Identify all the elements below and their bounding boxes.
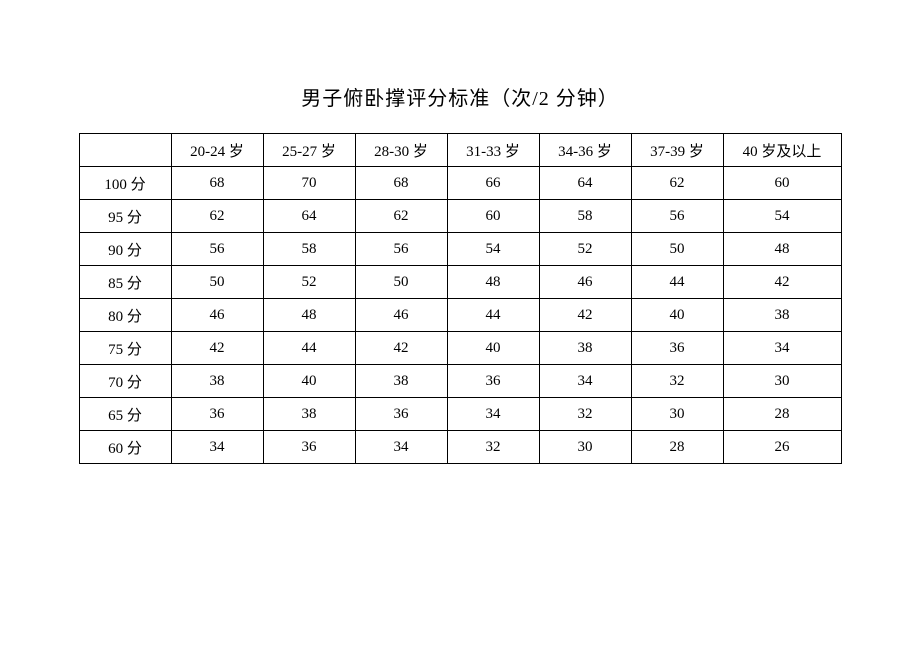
table-body: 100 分6870686664626095 分6264626058565490 … <box>79 167 841 464</box>
table-row: 70 分38403836343230 <box>79 365 841 398</box>
score-label-cell: 100 分 <box>79 167 171 200</box>
value-cell: 48 <box>263 299 355 332</box>
table-row: 100 分68706866646260 <box>79 167 841 200</box>
value-cell: 36 <box>447 365 539 398</box>
value-cell: 32 <box>631 365 723 398</box>
value-cell: 30 <box>631 398 723 431</box>
value-cell: 38 <box>723 299 841 332</box>
table-row: 95 分62646260585654 <box>79 200 841 233</box>
value-cell: 56 <box>355 233 447 266</box>
value-cell: 30 <box>539 431 631 464</box>
value-cell: 32 <box>447 431 539 464</box>
value-cell: 50 <box>171 266 263 299</box>
value-cell: 44 <box>447 299 539 332</box>
score-label-cell: 95 分 <box>79 200 171 233</box>
table-header-cell: 34-36 岁 <box>539 134 631 167</box>
table-row: 85 分50525048464442 <box>79 266 841 299</box>
value-cell: 38 <box>355 365 447 398</box>
value-cell: 58 <box>539 200 631 233</box>
value-cell: 52 <box>263 266 355 299</box>
value-cell: 38 <box>263 398 355 431</box>
value-cell: 34 <box>447 398 539 431</box>
score-label-cell: 80 分 <box>79 299 171 332</box>
value-cell: 30 <box>723 365 841 398</box>
value-cell: 52 <box>539 233 631 266</box>
value-cell: 58 <box>263 233 355 266</box>
value-cell: 62 <box>355 200 447 233</box>
scoring-table: 20-24 岁 25-27 岁 28-30 岁 31-33 岁 34-36 岁 … <box>79 133 842 464</box>
value-cell: 36 <box>355 398 447 431</box>
value-cell: 50 <box>355 266 447 299</box>
score-label-cell: 75 分 <box>79 332 171 365</box>
value-cell: 42 <box>171 332 263 365</box>
value-cell: 48 <box>723 233 841 266</box>
table-header-cell: 20-24 岁 <box>171 134 263 167</box>
table-row: 65 分36383634323028 <box>79 398 841 431</box>
value-cell: 44 <box>631 266 723 299</box>
value-cell: 56 <box>631 200 723 233</box>
value-cell: 34 <box>539 365 631 398</box>
value-cell: 54 <box>447 233 539 266</box>
value-cell: 34 <box>171 431 263 464</box>
value-cell: 60 <box>447 200 539 233</box>
value-cell: 40 <box>631 299 723 332</box>
value-cell: 36 <box>631 332 723 365</box>
value-cell: 54 <box>723 200 841 233</box>
table-header-cell: 25-27 岁 <box>263 134 355 167</box>
value-cell: 40 <box>263 365 355 398</box>
value-cell: 34 <box>355 431 447 464</box>
value-cell: 36 <box>171 398 263 431</box>
value-cell: 56 <box>171 233 263 266</box>
table-header-cell: 40 岁及以上 <box>723 134 841 167</box>
value-cell: 26 <box>723 431 841 464</box>
value-cell: 46 <box>355 299 447 332</box>
value-cell: 44 <box>263 332 355 365</box>
table-header-cell: 37-39 岁 <box>631 134 723 167</box>
value-cell: 68 <box>355 167 447 200</box>
value-cell: 34 <box>723 332 841 365</box>
value-cell: 42 <box>539 299 631 332</box>
value-cell: 38 <box>171 365 263 398</box>
score-label-cell: 90 分 <box>79 233 171 266</box>
table-header-cell: 31-33 岁 <box>447 134 539 167</box>
value-cell: 32 <box>539 398 631 431</box>
value-cell: 42 <box>723 266 841 299</box>
value-cell: 68 <box>171 167 263 200</box>
value-cell: 40 <box>447 332 539 365</box>
score-label-cell: 70 分 <box>79 365 171 398</box>
value-cell: 46 <box>171 299 263 332</box>
value-cell: 60 <box>723 167 841 200</box>
value-cell: 48 <box>447 266 539 299</box>
value-cell: 64 <box>263 200 355 233</box>
table-row: 60 分34363432302826 <box>79 431 841 464</box>
value-cell: 66 <box>447 167 539 200</box>
value-cell: 64 <box>539 167 631 200</box>
table-row: 80 分46484644424038 <box>79 299 841 332</box>
value-cell: 46 <box>539 266 631 299</box>
table-header-row: 20-24 岁 25-27 岁 28-30 岁 31-33 岁 34-36 岁 … <box>79 134 841 167</box>
table-header-cell <box>79 134 171 167</box>
value-cell: 50 <box>631 233 723 266</box>
table-row: 90 分56585654525048 <box>79 233 841 266</box>
value-cell: 38 <box>539 332 631 365</box>
value-cell: 42 <box>355 332 447 365</box>
page-title: 男子俯卧撑评分标准（次/2 分钟） <box>0 82 920 111</box>
score-label-cell: 65 分 <box>79 398 171 431</box>
value-cell: 62 <box>631 167 723 200</box>
page: 男子俯卧撑评分标准（次/2 分钟） 20-24 岁 25-27 岁 28-30 … <box>0 0 920 651</box>
score-label-cell: 85 分 <box>79 266 171 299</box>
value-cell: 70 <box>263 167 355 200</box>
value-cell: 62 <box>171 200 263 233</box>
table-row: 75 分42444240383634 <box>79 332 841 365</box>
value-cell: 36 <box>263 431 355 464</box>
score-label-cell: 60 分 <box>79 431 171 464</box>
table-header-cell: 28-30 岁 <box>355 134 447 167</box>
value-cell: 28 <box>723 398 841 431</box>
value-cell: 28 <box>631 431 723 464</box>
